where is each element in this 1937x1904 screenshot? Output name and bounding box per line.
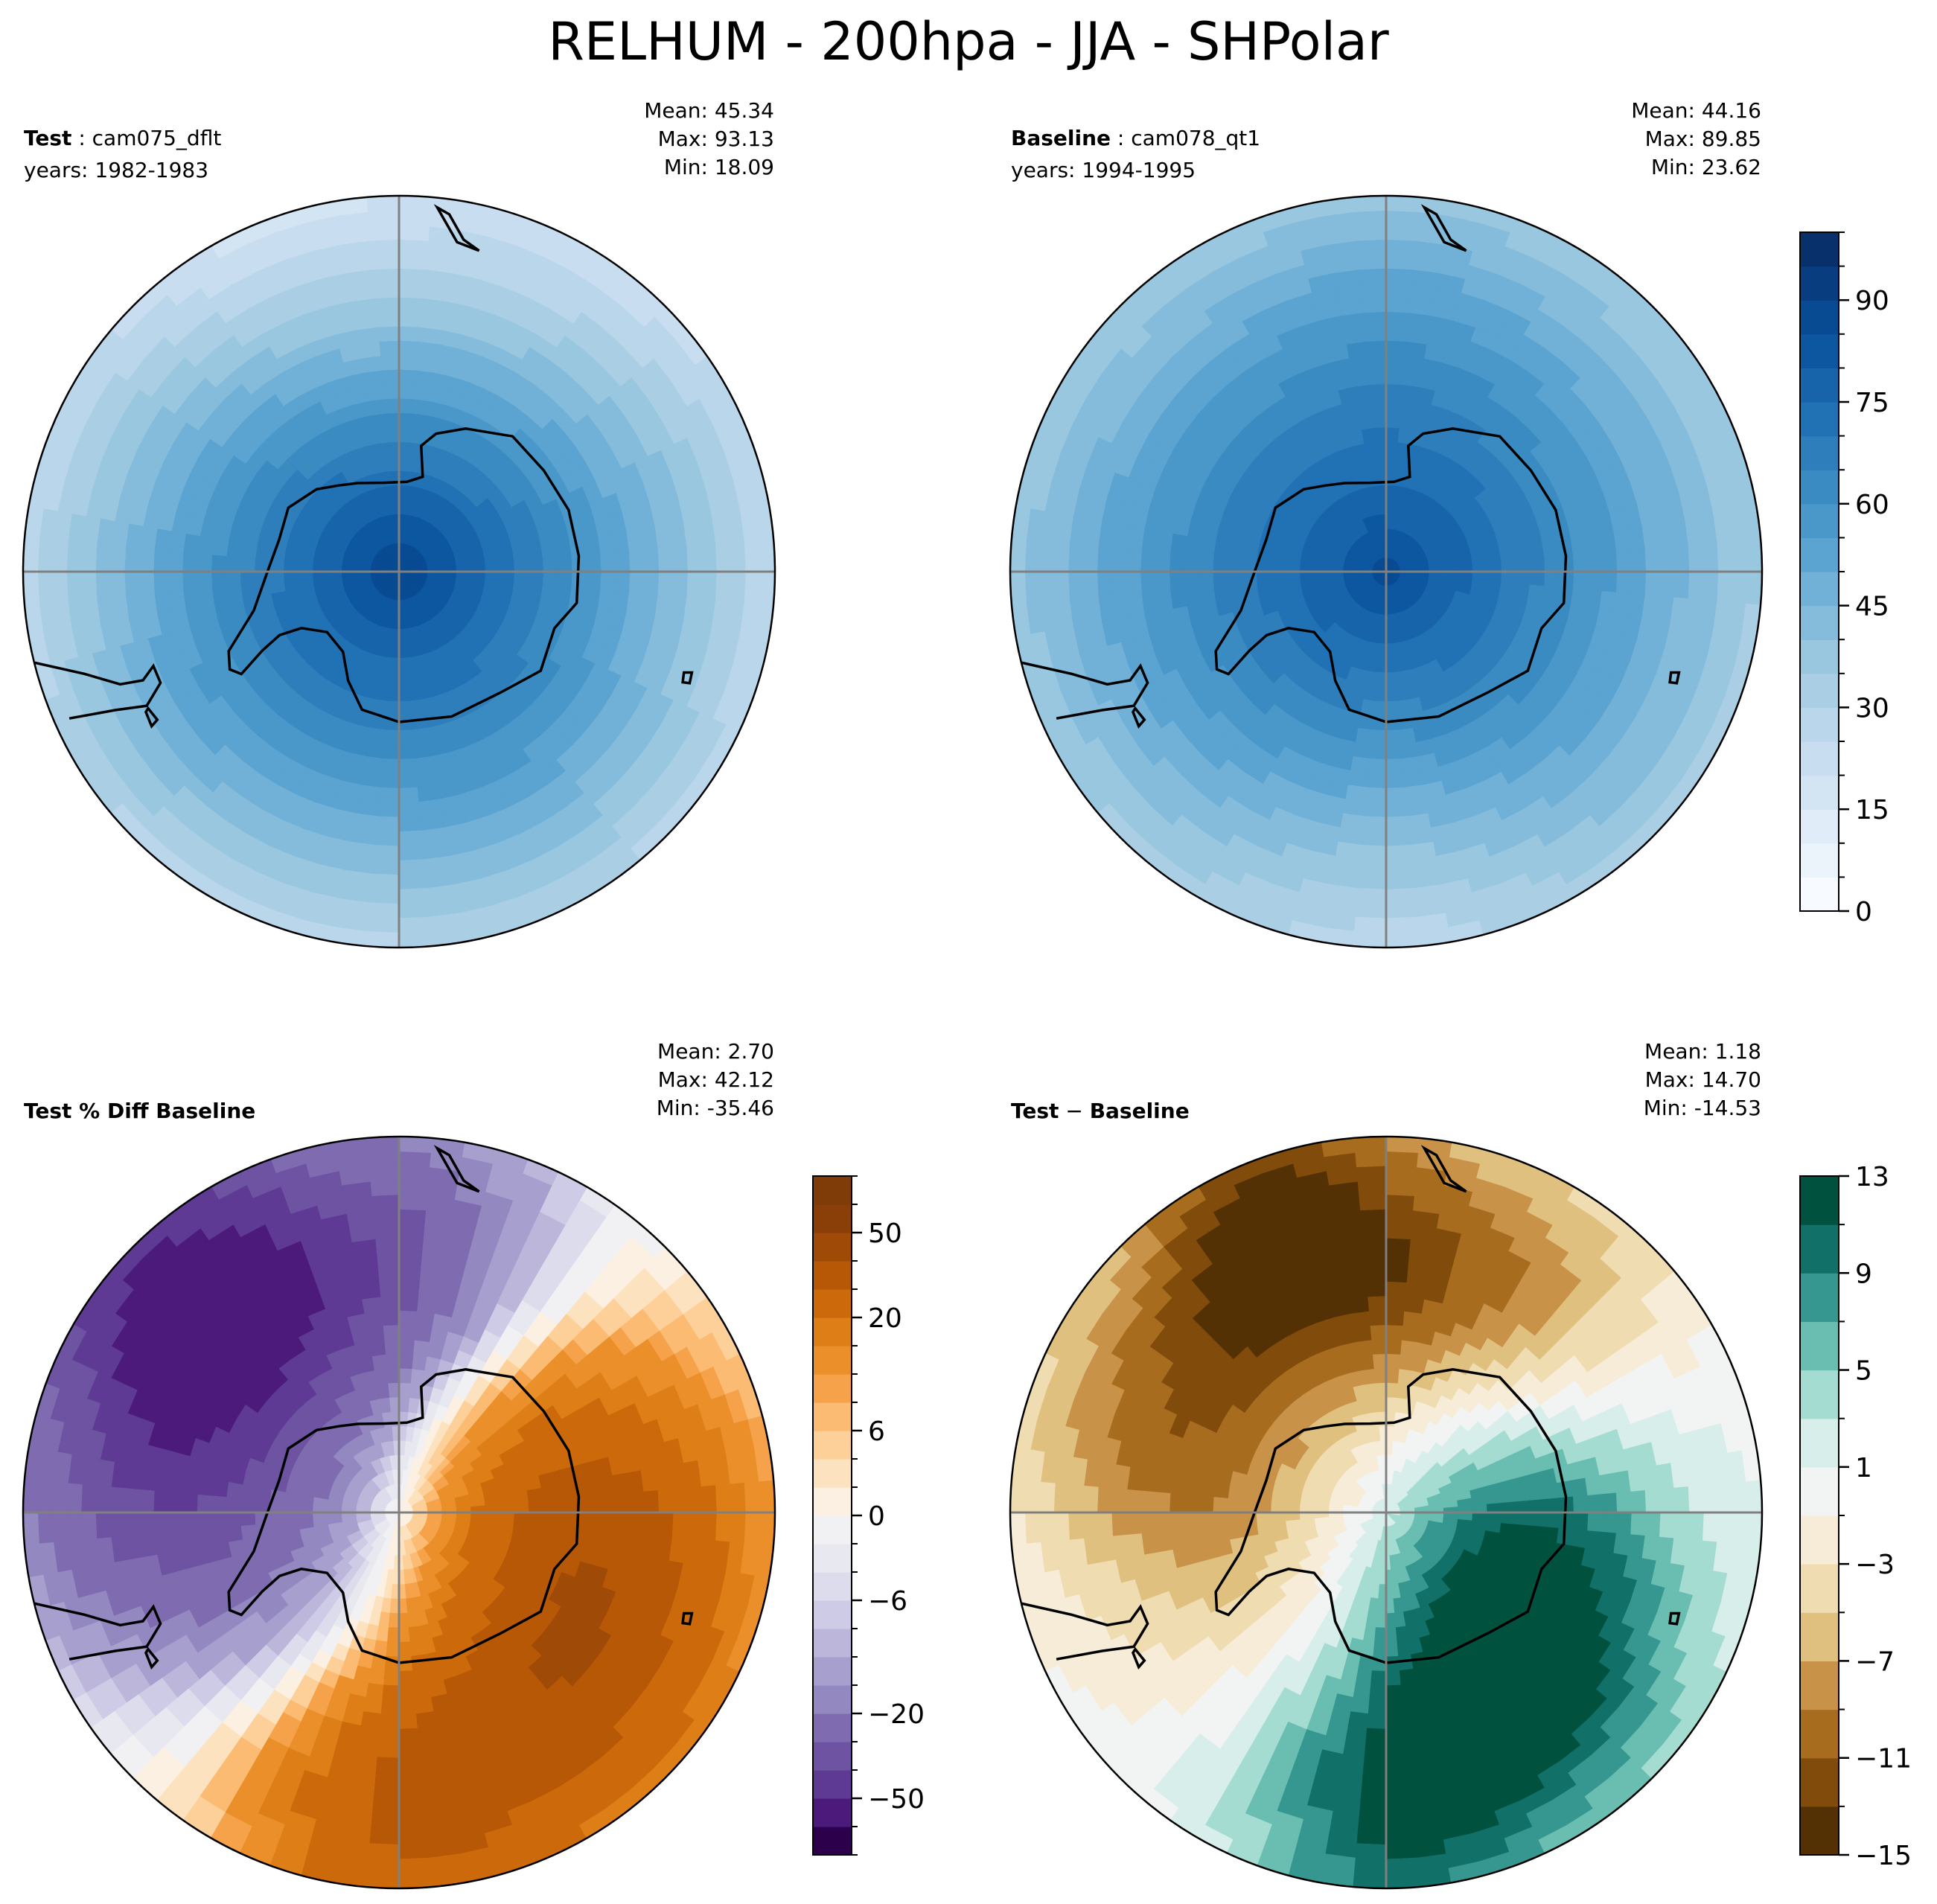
baseline-field-cell (1385, 196, 1420, 212)
test-map-frame (22, 194, 776, 949)
test-field-cell (23, 537, 39, 572)
test-field-cell (23, 602, 44, 639)
panel-test-min: Min: 18.09 (664, 155, 774, 179)
test-field-cell (332, 196, 368, 217)
figure-title: RELHUM - 200hpa - JJA - SHPolar (548, 11, 1389, 72)
test-field-cell (332, 927, 368, 948)
test-field-cell (398, 931, 433, 948)
panel-test-label-sep: : (71, 126, 92, 150)
baseline-field (1010, 196, 1762, 948)
panel-baseline: Baseline : cam078_qt1 years: 1994-1995 M… (1009, 98, 1764, 949)
map-pctdiff (22, 1135, 776, 1890)
panel-baseline-label: Baseline : cam078_qt1 (1011, 126, 1260, 150)
test-field-cell (398, 196, 433, 212)
baseline-field-cell (1385, 931, 1420, 948)
baseline-field-cell (1010, 505, 1031, 541)
coastline-kerguelen (681, 671, 694, 685)
test-field-cell (430, 927, 466, 948)
test-field-cell (23, 505, 44, 541)
panel-baseline-label-sep: : (1111, 126, 1131, 150)
baseline-field-cell (1741, 505, 1762, 541)
baseline-field-cell (1417, 927, 1453, 948)
baseline-field-cell (1746, 571, 1762, 606)
test-field-cell (759, 571, 775, 606)
panel-pctdiff-mean: Mean: 2.70 (657, 1039, 774, 1064)
test-field-cell (754, 505, 775, 541)
baseline-field-cell (1352, 196, 1387, 212)
panel-pctdiff: Test % Diff Baseline Mean: 2.70 Max: 42.… (22, 1039, 776, 1890)
coastline-south-america (33, 661, 162, 720)
panel-test-label-text: cam075_dflt (92, 126, 222, 150)
test-field-cell (365, 196, 400, 212)
baseline-field-cell (1319, 196, 1356, 217)
coastline-falklands (144, 706, 159, 729)
panel-test-label: Test : cam075_dflt (24, 126, 221, 150)
panel-baseline-years: years: 1994-1995 (1011, 158, 1196, 182)
test-field-cell (759, 537, 775, 572)
test-field-cell (23, 571, 39, 606)
panel-baseline-mean: Mean: 44.16 (1631, 98, 1761, 123)
test-field (23, 196, 775, 948)
panel-baseline-max: Max: 89.85 (1645, 127, 1761, 151)
baseline-field-cell (1010, 537, 1027, 572)
baseline-field-cell (1741, 602, 1762, 639)
test-field-cell (365, 931, 400, 948)
panel-pctdiff-label: Test % Diff Baseline (24, 1099, 255, 1123)
baseline-field-cell (1010, 602, 1031, 639)
coastline-new-zealand (433, 204, 480, 252)
map-test (22, 194, 776, 949)
test-field-cell (754, 602, 775, 639)
panel-test-max: Max: 93.13 (658, 127, 774, 151)
panel-pctdiff-min: Min: -35.46 (657, 1096, 774, 1120)
map-baseline (1009, 194, 1764, 949)
panel-test-mean: Mean: 45.34 (644, 98, 774, 123)
baseline-field-cell (1746, 537, 1762, 572)
panel-test-label-bold: Test (24, 126, 71, 150)
panel-baseline-label-text: cam078_qt1 (1131, 126, 1260, 150)
panel-baseline-label-bold: Baseline (1011, 126, 1111, 150)
panel-test-years: years: 1982-1983 (24, 158, 208, 182)
panel-pctdiff-max: Max: 42.12 (658, 1067, 774, 1092)
panel-baseline-min: Min: 23.62 (1651, 155, 1761, 179)
baseline-field-cell (1010, 571, 1027, 606)
baseline-field-cell (1319, 927, 1356, 948)
panel-test: Test : cam075_dflt years: 1982-1983 Mean… (22, 98, 776, 949)
baseline-field-cell (1352, 931, 1387, 948)
